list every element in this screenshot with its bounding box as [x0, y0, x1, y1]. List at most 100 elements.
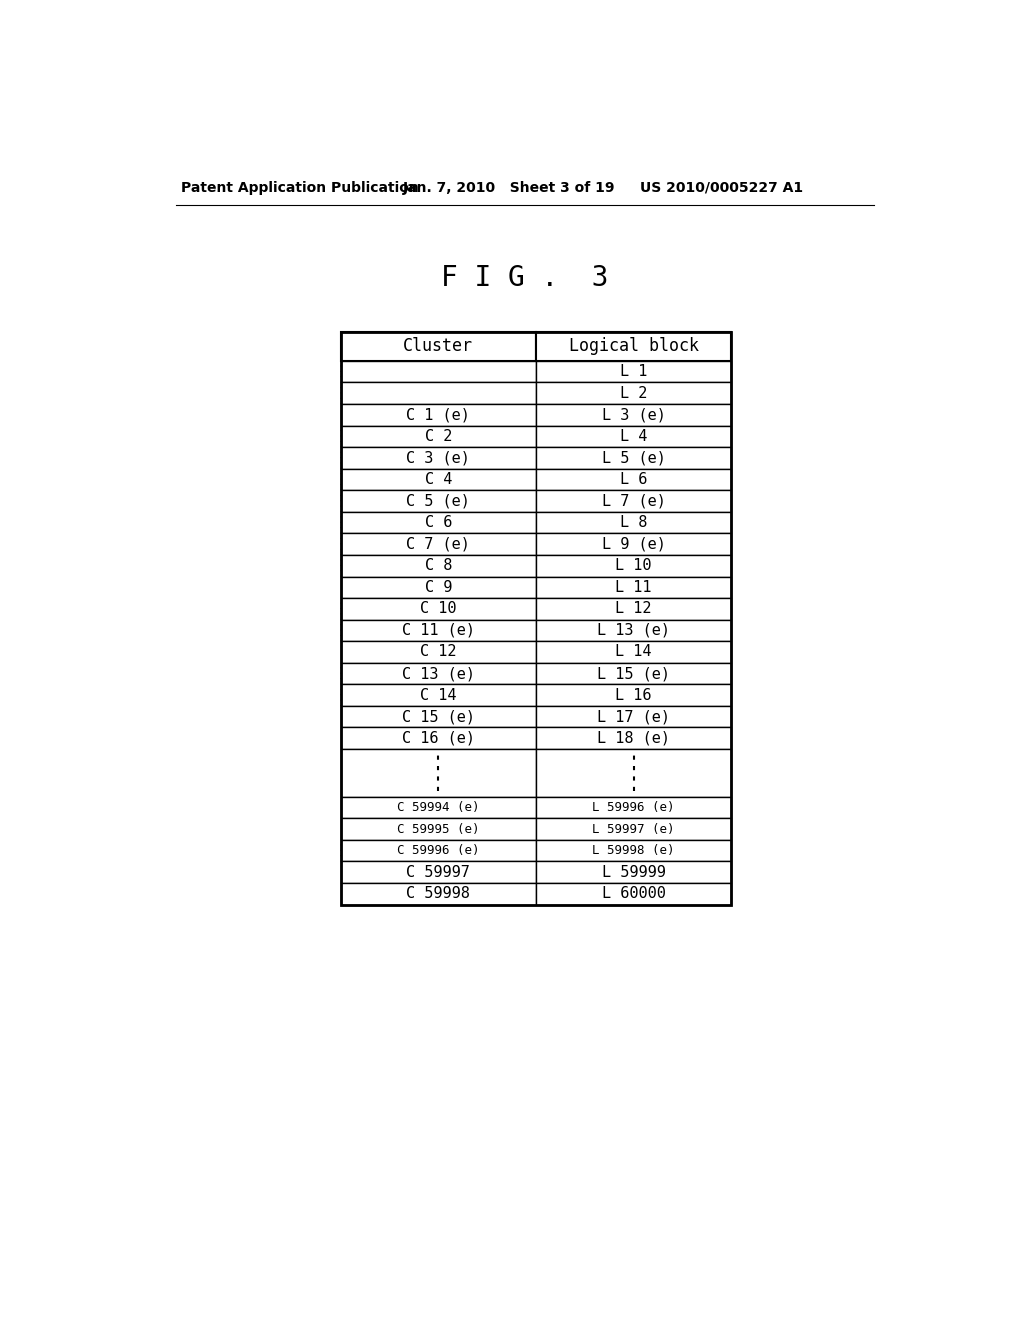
Bar: [536, 642, 731, 663]
Bar: [536, 663, 731, 684]
Bar: [536, 883, 731, 904]
Bar: [341, 883, 536, 904]
Text: L 10: L 10: [615, 558, 651, 573]
Text: C 9: C 9: [425, 579, 452, 595]
Bar: [536, 383, 731, 404]
Text: C 1 (e): C 1 (e): [407, 408, 470, 422]
Text: C 6: C 6: [425, 515, 452, 531]
Text: L 60000: L 60000: [601, 886, 666, 902]
Bar: [341, 797, 536, 818]
Bar: [536, 577, 731, 598]
Bar: [341, 748, 536, 797]
Text: C 10: C 10: [420, 602, 457, 616]
Bar: [536, 447, 731, 469]
Text: L 7 (e): L 7 (e): [601, 494, 666, 508]
Text: L 14: L 14: [615, 644, 651, 660]
Text: C 14: C 14: [420, 688, 457, 702]
Bar: [536, 331, 731, 360]
Text: Cluster: Cluster: [403, 338, 473, 355]
Bar: [536, 512, 731, 533]
Text: L 59997 (e): L 59997 (e): [592, 822, 675, 836]
Bar: [341, 663, 536, 684]
Bar: [341, 469, 536, 490]
Bar: [536, 840, 731, 862]
Bar: [536, 748, 731, 797]
Text: L 13 (e): L 13 (e): [597, 623, 670, 638]
Bar: [536, 598, 731, 619]
Bar: [341, 512, 536, 533]
Bar: [341, 331, 536, 360]
Text: C 2: C 2: [425, 429, 452, 444]
Bar: [341, 360, 536, 383]
Bar: [341, 577, 536, 598]
Bar: [536, 490, 731, 512]
Bar: [341, 598, 536, 619]
Text: C 59994 (e): C 59994 (e): [397, 801, 479, 814]
Text: L 8: L 8: [620, 515, 647, 531]
Text: C 8: C 8: [425, 558, 452, 573]
Text: L 16: L 16: [615, 688, 651, 702]
Bar: [536, 706, 731, 727]
Bar: [341, 818, 536, 840]
Bar: [341, 490, 536, 512]
Bar: [536, 360, 731, 383]
Text: C 3 (e): C 3 (e): [407, 450, 470, 466]
Text: C 7 (e): C 7 (e): [407, 537, 470, 552]
Text: L 59996 (e): L 59996 (e): [592, 801, 675, 814]
Bar: [341, 706, 536, 727]
Bar: [341, 331, 731, 904]
Bar: [341, 425, 536, 447]
Text: L 6: L 6: [620, 473, 647, 487]
Text: Logical block: Logical block: [568, 338, 698, 355]
Bar: [536, 727, 731, 748]
Text: C 4: C 4: [425, 473, 452, 487]
Bar: [536, 862, 731, 883]
Text: L 1: L 1: [620, 364, 647, 379]
Bar: [536, 684, 731, 706]
Bar: [341, 554, 536, 577]
Text: F I G .  3: F I G . 3: [441, 264, 608, 292]
Text: L 18 (e): L 18 (e): [597, 731, 670, 746]
Bar: [341, 447, 536, 469]
Bar: [536, 533, 731, 554]
Text: L 15 (e): L 15 (e): [597, 667, 670, 681]
Bar: [536, 404, 731, 425]
Text: C 59998: C 59998: [407, 886, 470, 902]
Text: C 12: C 12: [420, 644, 457, 660]
Text: L 12: L 12: [615, 602, 651, 616]
Text: L 17 (e): L 17 (e): [597, 709, 670, 725]
Text: C 59997: C 59997: [407, 865, 470, 879]
Bar: [341, 383, 536, 404]
Text: L 5 (e): L 5 (e): [601, 450, 666, 466]
Bar: [341, 727, 536, 748]
Text: C 5 (e): C 5 (e): [407, 494, 470, 508]
Text: L 11: L 11: [615, 579, 651, 595]
Text: C 16 (e): C 16 (e): [401, 731, 475, 746]
Text: C 13 (e): C 13 (e): [401, 667, 475, 681]
Bar: [536, 619, 731, 642]
Bar: [341, 642, 536, 663]
Text: US 2010/0005227 A1: US 2010/0005227 A1: [640, 181, 803, 194]
Text: L 59999: L 59999: [601, 865, 666, 879]
Bar: [536, 797, 731, 818]
Text: L 4: L 4: [620, 429, 647, 444]
Text: L 9 (e): L 9 (e): [601, 537, 666, 552]
Bar: [536, 469, 731, 490]
Bar: [536, 425, 731, 447]
Text: C 15 (e): C 15 (e): [401, 709, 475, 725]
Text: C 59996 (e): C 59996 (e): [397, 843, 479, 857]
Bar: [536, 554, 731, 577]
Bar: [341, 533, 536, 554]
Bar: [536, 818, 731, 840]
Text: L 3 (e): L 3 (e): [601, 408, 666, 422]
Text: L 2: L 2: [620, 385, 647, 401]
Text: Jan. 7, 2010   Sheet 3 of 19: Jan. 7, 2010 Sheet 3 of 19: [403, 181, 615, 194]
Text: Patent Application Publication: Patent Application Publication: [180, 181, 419, 194]
Text: C 11 (e): C 11 (e): [401, 623, 475, 638]
Bar: [341, 684, 536, 706]
Bar: [341, 619, 536, 642]
Text: C 59995 (e): C 59995 (e): [397, 822, 479, 836]
Bar: [341, 862, 536, 883]
Bar: [341, 840, 536, 862]
Text: L 59998 (e): L 59998 (e): [592, 843, 675, 857]
